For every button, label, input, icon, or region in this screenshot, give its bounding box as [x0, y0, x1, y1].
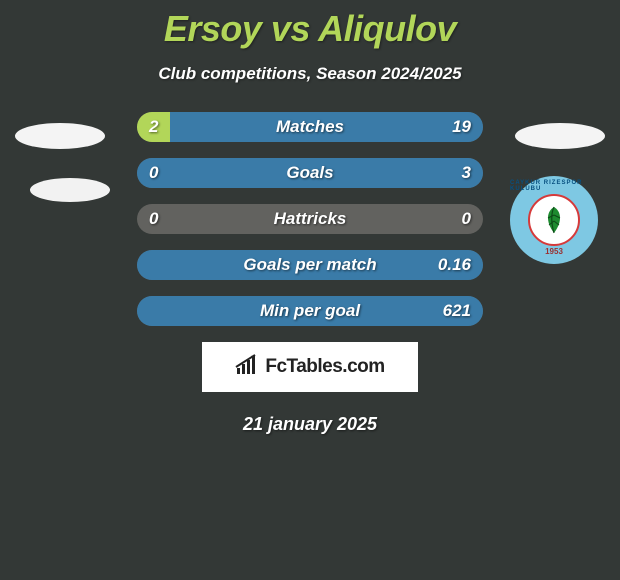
stat-value-left: 0 [149, 163, 158, 183]
stat-value-right: 19 [452, 117, 471, 137]
stat-value-left: 0 [149, 209, 158, 229]
stat-value-right: 0.16 [438, 255, 471, 275]
stat-label: Min per goal [260, 301, 360, 321]
date-line: 21 january 2025 [0, 414, 620, 435]
logo-text: FcTables.com [265, 356, 384, 378]
fctables-logo: FcTables.com [202, 342, 418, 392]
stat-row: 2 Matches 19 [137, 112, 483, 142]
stat-value-right: 621 [443, 301, 471, 321]
stat-row: Min per goal 621 [137, 296, 483, 326]
chart-icon [235, 354, 261, 381]
stat-row: 0 Hattricks 0 [137, 204, 483, 234]
page-title: Ersoy vs Aliqulov [0, 0, 620, 50]
stat-label: Matches [276, 117, 344, 137]
stat-row: Goals per match 0.16 [137, 250, 483, 280]
stat-value-right: 0 [462, 209, 471, 229]
stat-label: Hattricks [274, 209, 347, 229]
stat-value-left: 2 [149, 117, 158, 137]
stats-block: 2 Matches 19 0 Goals 3 0 Hattricks 0 Goals per ma… [0, 112, 620, 326]
stat-value-right: 3 [462, 163, 471, 183]
subtitle: Club competitions, Season 2024/2025 [0, 64, 620, 84]
stat-label: Goals [286, 163, 333, 183]
stat-label: Goals per match [243, 255, 376, 275]
stat-row: 0 Goals 3 [137, 158, 483, 188]
